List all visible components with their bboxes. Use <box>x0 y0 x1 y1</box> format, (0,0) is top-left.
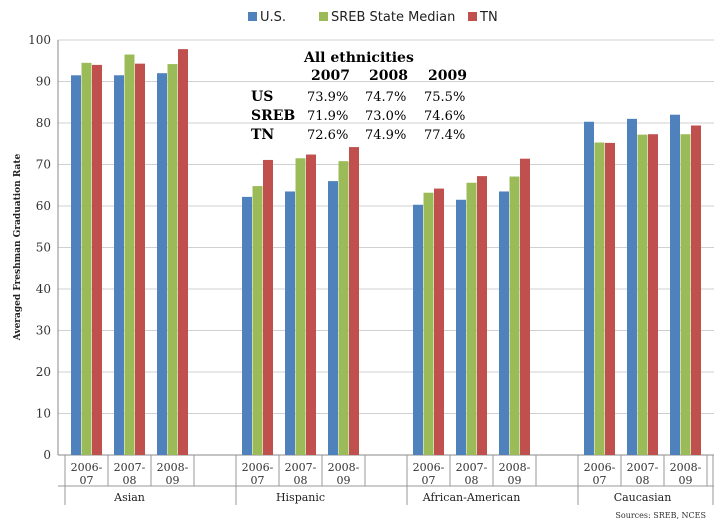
bar-sreb-state-median-african-american-2006-07 <box>423 192 434 455</box>
bar-sreb-state-median-caucasian-2007-08 <box>637 134 648 455</box>
inset-row-label: US <box>251 89 273 105</box>
bar-u-s--hispanic-2007-08 <box>285 191 295 455</box>
bar-sreb-state-median-hispanic-2008-09 <box>338 161 349 455</box>
x-tick-label: 2008-09 <box>157 461 189 487</box>
bar-u-s--african-american-2006-07 <box>413 204 423 455</box>
y-tick-label: 90 <box>36 75 51 89</box>
bar-tn-african-american-2006-07 <box>434 188 444 455</box>
group-label: Caucasian <box>614 491 672 504</box>
inset-value: 77.4% <box>424 128 465 143</box>
bar-u-s--caucasian-2008-09 <box>670 114 680 455</box>
bar-tn-hispanic-2007-08 <box>306 154 316 456</box>
bar-tn-caucasian-2006-07 <box>605 142 615 456</box>
bar-u-s--caucasian-2006-07 <box>584 121 594 455</box>
inset-value: 75.5% <box>424 90 465 105</box>
bar-u-s--african-american-2008-09 <box>499 191 509 455</box>
bar-tn-asian-2006-07 <box>92 64 102 456</box>
bar-u-s--african-american-2007-08 <box>456 199 466 455</box>
bar-sreb-state-median-caucasian-2008-09 <box>680 134 691 455</box>
group-label: Asian <box>113 491 145 504</box>
bar-sreb-state-median-asian-2007-08 <box>124 54 135 456</box>
bar-sreb-state-median-hispanic-2007-08 <box>295 158 306 455</box>
inset-year: 2007 <box>311 68 350 84</box>
chart-bars <box>71 49 701 456</box>
x-tick-label: 2007-08 <box>456 461 488 487</box>
inset-value: 74.7% <box>365 90 406 105</box>
bar-sreb-state-median-african-american-2007-08 <box>466 182 477 455</box>
bar-u-s--asian-2007-08 <box>114 75 124 456</box>
bar-u-s--asian-2008-09 <box>157 73 167 455</box>
x-tick-label: 2006-07 <box>242 461 274 487</box>
inset-value: 74.9% <box>365 128 406 143</box>
inset-value: 73.9% <box>307 90 348 105</box>
y-tick-label: 0 <box>43 448 51 462</box>
bar-tn-african-american-2007-08 <box>477 176 487 455</box>
y-tick-label: 20 <box>36 365 51 379</box>
inset-year: 2008 <box>369 68 408 84</box>
bar-tn-caucasian-2007-08 <box>648 134 658 455</box>
bar-tn-african-american-2008-09 <box>520 158 530 455</box>
bar-sreb-state-median-african-american-2008-09 <box>509 176 520 455</box>
y-tick-label: 60 <box>36 199 51 213</box>
bar-tn-hispanic-2006-07 <box>263 159 273 455</box>
y-tick-label: 100 <box>28 33 51 47</box>
chart-legend: U.S. SREB State Median TN <box>248 10 498 25</box>
y-tick-label: 30 <box>36 324 51 338</box>
chart-gridlines <box>58 39 714 456</box>
y-tick-label: 40 <box>36 282 51 296</box>
legend-label: TN <box>479 10 498 25</box>
bar-u-s--caucasian-2007-08 <box>627 118 637 455</box>
bar-u-s--hispanic-2008-09 <box>328 181 338 455</box>
x-tick-label: 2008-09 <box>328 461 360 487</box>
x-tick-label: 2006-07 <box>413 461 445 487</box>
group-label: Hispanic <box>276 491 325 504</box>
bar-tn-asian-2007-08 <box>135 63 145 455</box>
bar-sreb-state-median-asian-2008-09 <box>167 64 178 455</box>
y-tick-label: 80 <box>36 116 51 130</box>
x-tick-label: 2008-09 <box>499 461 531 487</box>
inset-row-label: TN <box>251 127 274 143</box>
inset-value: 74.6% <box>424 109 465 124</box>
x-tick-label: 2008-09 <box>670 461 702 487</box>
inset-value: 73.0% <box>365 109 406 124</box>
x-tick-label: 2007-08 <box>627 461 659 487</box>
x-tick-label: 2007-08 <box>114 461 146 487</box>
x-axis: 2006-07 2007-08 2008-09 Asian 2006-07 2007-08… <box>58 455 714 505</box>
inset-summary-table: All ethnicities 2007 2008 2009 US 73.9% 74.7% 7… <box>251 50 467 143</box>
bar-sreb-state-median-hispanic-2006-07 <box>252 186 263 455</box>
group-label: African-American <box>422 491 521 504</box>
legend-label: U.S. <box>260 10 286 25</box>
inset-value: 72.6% <box>307 128 348 143</box>
source-note: Sources: SREB, NCES <box>615 511 706 520</box>
x-tick-label: 2006-07 <box>584 461 616 487</box>
bar-tn-hispanic-2008-09 <box>349 147 359 455</box>
inset-year: 2009 <box>428 68 467 84</box>
legend-swatch <box>468 12 477 21</box>
inset-title: All ethnicities <box>303 50 414 66</box>
y-axis-label: Averaged Freshman Graduation Rate <box>13 153 23 341</box>
bar-sreb-state-median-asian-2006-07 <box>81 62 92 455</box>
bar-tn-asian-2008-09 <box>178 49 188 455</box>
x-tick-label: 2006-07 <box>71 461 103 487</box>
bar-u-s--hispanic-2006-07 <box>242 196 252 455</box>
inset-row-label: SREB <box>251 108 295 124</box>
inset-value: 71.9% <box>307 109 348 124</box>
y-tick-label: 10 <box>36 407 51 421</box>
y-tick-label: 70 <box>36 158 51 172</box>
y-tick-label: 50 <box>36 241 51 255</box>
legend-swatch <box>248 12 257 21</box>
legend-swatch <box>319 12 328 21</box>
y-axis: 0 10 20 30 40 50 60 70 80 90 100 <box>28 33 59 462</box>
x-tick-label: 2007-08 <box>285 461 317 487</box>
bar-u-s--asian-2006-07 <box>71 75 81 456</box>
legend-label: SREB State Median <box>331 10 455 25</box>
bar-tn-caucasian-2008-09 <box>691 125 701 456</box>
bar-sreb-state-median-caucasian-2006-07 <box>594 142 605 455</box>
